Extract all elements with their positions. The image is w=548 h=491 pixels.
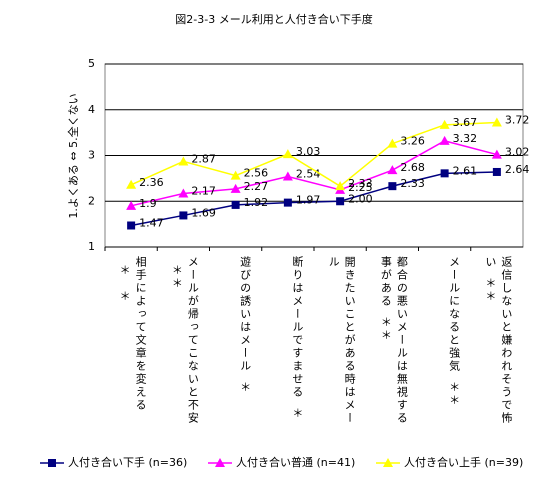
category-text: メールになると強気: [447, 256, 461, 373]
series-line: [130, 121, 497, 188]
significance: ＊＊: [447, 381, 461, 407]
point: [230, 183, 241, 193]
x-tick-label: 断りはメールですませる ＊: [271, 256, 305, 436]
legend-marker: [48, 459, 56, 467]
x-tick-label: メールが帰ってこないと不安＊＊: [166, 256, 200, 436]
category-text: 相手によって文章を変える: [134, 256, 148, 412]
data-label: 1.97: [296, 194, 321, 207]
legend-label: 人付き合い上手 (n=39): [404, 455, 523, 469]
point: [491, 117, 502, 127]
data-label: 3.03: [296, 145, 321, 158]
category-text: 都合の悪いメールは無視する事がある: [379, 256, 409, 425]
point: [387, 138, 398, 148]
data-label: 3.32: [453, 132, 478, 145]
x-tick-label: 都合の悪いメールは無視する事がある＊＊: [375, 256, 409, 436]
category-text: 断りはメールですませる: [290, 256, 304, 399]
legend-label: 人付き合い普通 (n=41): [236, 455, 355, 469]
point: [179, 211, 188, 220]
point: [336, 197, 345, 206]
point: [440, 169, 449, 178]
x-tick-label: 返信しないと嫌われそうで怖い＊＊: [480, 256, 514, 436]
chart-title: 図2-3-3 メール利用と人付き合い下手度: [175, 12, 372, 26]
significance: ＊＊: [483, 277, 497, 303]
series-line: [130, 140, 498, 207]
data-label: 2.36: [139, 176, 164, 189]
point: [282, 171, 293, 181]
data-label: 2.54: [296, 168, 321, 181]
legend-marker: [215, 458, 225, 467]
series-line: [130, 171, 497, 227]
significance: ＊＊: [170, 264, 184, 290]
data-label: 2.00: [348, 192, 373, 205]
point: [282, 149, 293, 159]
point: [178, 156, 189, 166]
point: [439, 119, 450, 129]
point: [178, 188, 189, 198]
point: [127, 221, 136, 230]
data-label: 2.64: [505, 163, 530, 176]
y-axis-label: 1.よくある ⇔ 5.全くない: [66, 93, 80, 218]
y-tick-label: 2: [88, 194, 95, 207]
data-label: 2.25: [348, 181, 373, 194]
data-label: 1.69: [191, 206, 216, 219]
data-label: 3.67: [453, 116, 478, 129]
category-text: メールが帰ってこないと不安: [186, 256, 200, 425]
x-tick-label: 相手によって文章を変える＊ ＊: [114, 256, 148, 436]
y-tick-label: 5: [88, 57, 95, 70]
category-text: 返信しないと嫌われそうで怖い: [483, 256, 513, 425]
significance: ＊: [290, 407, 304, 420]
significance: ＊ ＊: [118, 264, 132, 303]
data-label: 2.17: [191, 184, 216, 197]
point: [126, 200, 137, 210]
data-label: 1.92: [244, 196, 269, 209]
legend-label: 人付き合い下手 (n=36): [68, 455, 187, 469]
point: [388, 182, 397, 191]
data-label: 2.33: [348, 177, 373, 190]
point: [439, 135, 450, 145]
data-label: 1.47: [139, 216, 164, 229]
data-label: 2.61: [453, 164, 478, 177]
data-label: 2.68: [400, 161, 425, 174]
point: [126, 179, 137, 189]
data-label: 2.33: [400, 177, 425, 190]
y-tick-label: 3: [88, 149, 95, 162]
point: [231, 200, 240, 209]
point: [492, 167, 501, 176]
point: [230, 170, 241, 180]
point: [491, 149, 502, 159]
significance: ＊＊: [379, 316, 393, 342]
significance: ＊: [238, 381, 252, 394]
category-text: 開きたいことがある時はメール: [327, 256, 357, 425]
data-label: 3.02: [505, 146, 530, 159]
point: [335, 181, 346, 191]
data-label: 1.9: [139, 197, 157, 210]
x-tick-label: 遊びの誘いはメール ＊: [219, 256, 253, 436]
data-label: 3.26: [400, 135, 425, 148]
legend-marker: [383, 458, 393, 467]
data-label: 2.27: [244, 180, 269, 193]
point: [283, 198, 292, 207]
data-label: 2.87: [191, 152, 216, 165]
point: [387, 165, 398, 175]
y-tick-label: 4: [88, 103, 95, 116]
category-text: 遊びの誘いはメール: [238, 256, 252, 373]
data-label: 2.56: [244, 167, 269, 180]
x-tick-label: 開きたいことがある時はメール: [323, 256, 357, 436]
x-tick-label: メールになると強気 ＊＊: [428, 256, 462, 436]
data-label: 3.72: [505, 114, 530, 127]
y-tick-label: 1: [88, 240, 95, 253]
